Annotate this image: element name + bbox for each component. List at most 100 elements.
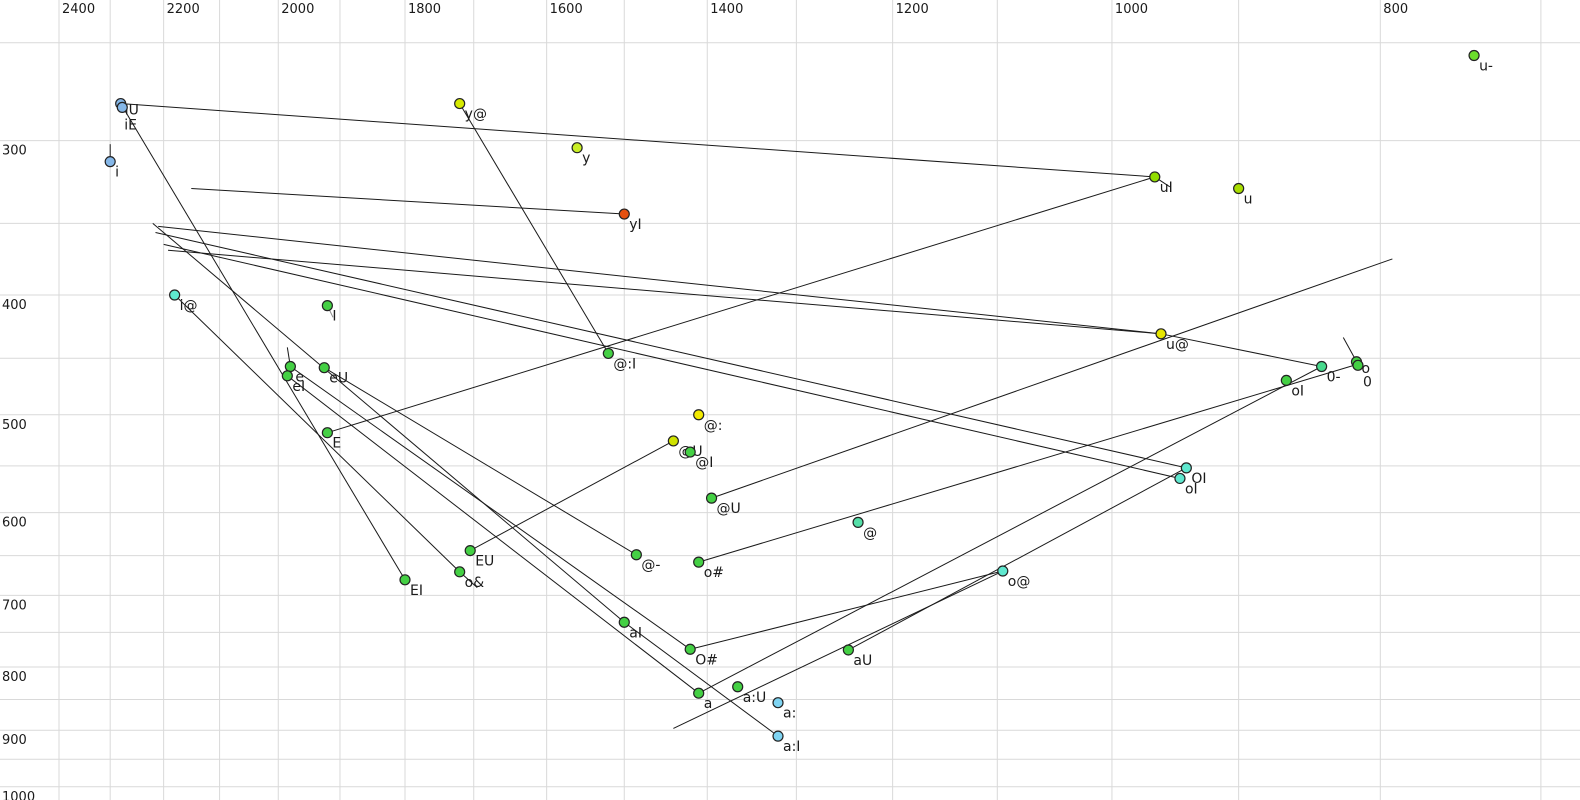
vowel-point[interactable] [104, 156, 116, 168]
vowel-point[interactable] [318, 362, 330, 374]
trajectory-line [848, 467, 1187, 651]
vowel-point[interactable] [705, 492, 718, 504]
vowel-point-label: u@ [1166, 337, 1189, 353]
vowel-point[interactable] [684, 643, 696, 655]
vowel-point-label: eI [292, 379, 305, 395]
trajectory-line [469, 440, 674, 552]
vowel-point-label: e [295, 369, 304, 385]
x-axis-tick-label: 1400 [710, 2, 743, 17]
vowel-point[interactable] [1149, 171, 1161, 183]
vowel-point-label: o& [465, 575, 485, 591]
vowel-point[interactable] [399, 574, 411, 586]
x-axis-tick-label: 800 [1383, 2, 1408, 17]
trajectory-line [287, 375, 699, 694]
vowel-point-label: 0 [1363, 374, 1372, 390]
vowel-point-label: a:U [743, 690, 767, 706]
vowel-point-label: iE [124, 117, 137, 133]
vowel-point-label: o [1361, 361, 1370, 377]
vowel-point-label: EU [475, 554, 494, 570]
trajectory-line [191, 187, 625, 215]
vowel-point[interactable] [1316, 360, 1328, 373]
trajectory-line [673, 570, 1003, 729]
vowel-point[interactable] [321, 427, 333, 439]
y-axis-tick-label: 700 [2, 598, 27, 613]
vowel-point-label: 0- [1327, 369, 1341, 385]
x-axis-tick-label: 1000 [1115, 2, 1148, 17]
x-axis-tick-label: 2400 [62, 2, 95, 17]
vowel-point-label: aU [853, 653, 872, 669]
vowel-point[interactable] [1468, 49, 1480, 62]
vowel-point[interactable] [618, 616, 630, 628]
vowel-point[interactable] [1174, 472, 1186, 485]
vowel-point-label: OI [1191, 471, 1206, 487]
y-axis-tick-label: 600 [2, 516, 27, 531]
vowel-point[interactable] [1155, 328, 1167, 340]
vowel-point-label: yI [629, 217, 641, 233]
vowel-point-label: i [115, 165, 119, 181]
vowel-point-label: E [332, 436, 341, 452]
vowel-point[interactable] [693, 409, 705, 421]
y-axis-tick-label: 500 [2, 418, 27, 433]
vowel-point[interactable] [693, 556, 705, 568]
y-axis-tick-label: 800 [2, 670, 27, 685]
vowel-point-label: iU [125, 103, 139, 119]
vowel-point-label: aI [629, 625, 642, 641]
vowel-point-label: i@ [180, 298, 198, 314]
trajectory-line [120, 103, 406, 581]
vowel-point[interactable] [1280, 374, 1292, 387]
vowel-point[interactable] [1180, 462, 1192, 474]
vowel-point[interactable] [284, 360, 296, 373]
trajectory-layer [109, 103, 1393, 737]
vowel-point-label: a [704, 696, 713, 712]
vowel-point[interactable] [281, 370, 293, 382]
vowel-point-label: u- [1479, 58, 1493, 74]
vowel-point[interactable] [684, 446, 696, 458]
vowel-point-label: @U [717, 501, 741, 517]
vowel-point[interactable] [693, 687, 705, 699]
vowel-point-label: y@ [465, 107, 487, 123]
vowel-point[interactable] [602, 347, 614, 360]
vowel-point[interactable] [618, 208, 630, 220]
trajectory-line [152, 222, 625, 623]
vowel-point[interactable] [1352, 359, 1364, 371]
vowel-point-label: y [582, 151, 590, 167]
trajectory-line [711, 258, 1393, 499]
axis-labels-layer: 2400 2200 2000 1800 1600 1400 1200 1000 800 300 40… [2, 2, 1408, 800]
vowel-point-label: u [1244, 191, 1253, 207]
vowel-point[interactable] [321, 300, 333, 312]
vowel-point[interactable] [667, 435, 679, 447]
vowel-point-label: @:I [613, 356, 636, 372]
vowel-point[interactable] [116, 101, 128, 113]
vowel-point-label: @- [641, 558, 660, 574]
vowel-point-label: @: [704, 418, 723, 434]
vowel-point[interactable] [772, 697, 784, 709]
vowel-point[interactable] [842, 644, 854, 656]
trajectory-line [290, 366, 691, 650]
vowel-point[interactable] [454, 97, 466, 110]
vowel-point-label: uI [1160, 180, 1173, 196]
vowel-point-label: a:I [783, 739, 800, 755]
vowel-point[interactable] [732, 681, 744, 693]
vowel-point[interactable] [571, 142, 583, 154]
vowel-point[interactable] [169, 289, 181, 301]
vowel-point[interactable] [772, 730, 784, 742]
vowel-point-label: I [332, 309, 336, 325]
vowel-point-label: o@ [1008, 574, 1031, 590]
trajectory-line [690, 570, 1003, 650]
vowel-point[interactable] [630, 549, 642, 561]
vowel-point[interactable] [464, 544, 476, 557]
y-axis-tick-label: 1000 [2, 790, 35, 800]
y-axis-tick-label: 900 [2, 733, 27, 748]
vowel-point[interactable] [1233, 182, 1245, 195]
vowel-point[interactable] [852, 516, 864, 528]
vowel-point-label: @ [863, 525, 877, 541]
trajectory-line [623, 621, 779, 737]
trajectory-line [327, 176, 1155, 434]
trajectory-line [167, 249, 1162, 335]
vowel-point-label: a: [783, 706, 796, 722]
trajectory-line [698, 363, 1359, 563]
vowel-point[interactable] [997, 565, 1009, 577]
vowel-point-label: eU [329, 371, 348, 387]
vowel-point[interactable] [454, 566, 466, 578]
